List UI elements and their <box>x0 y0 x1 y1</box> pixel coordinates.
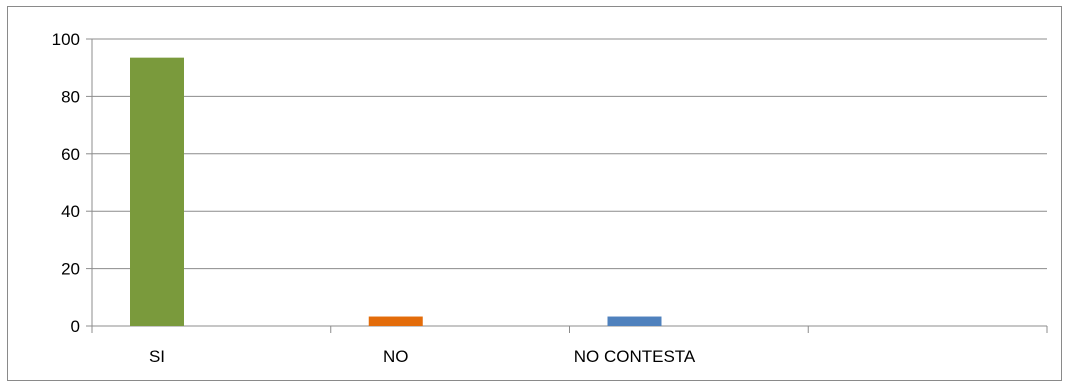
bars <box>130 57 662 326</box>
y-tick-label: 80 <box>61 87 80 106</box>
x-tick-label: NO <box>383 347 409 366</box>
chart-frame: 0 20 40 60 80 100 SI NO NO CONTESTA <box>7 6 1062 381</box>
y-tick-label: 100 <box>52 30 80 49</box>
y-tick-label: 40 <box>61 202 80 221</box>
x-tick-label: SI <box>149 347 165 366</box>
axes <box>86 38 1048 333</box>
y-tick-labels: 0 20 40 60 80 100 <box>52 30 80 336</box>
y-tick-label: 20 <box>61 260 80 279</box>
bar-si <box>130 57 184 326</box>
bar-chart: 0 20 40 60 80 100 SI NO NO CONTESTA <box>52 30 1048 366</box>
y-tick-label: 0 <box>71 317 80 336</box>
gridlines <box>92 38 1047 270</box>
x-tick-label: NO CONTESTA <box>574 347 696 366</box>
x-tick-labels: SI NO NO CONTESTA <box>149 347 696 366</box>
bar-no-contesta <box>607 316 662 326</box>
bar-no <box>368 316 423 326</box>
y-tick-label: 60 <box>61 145 80 164</box>
